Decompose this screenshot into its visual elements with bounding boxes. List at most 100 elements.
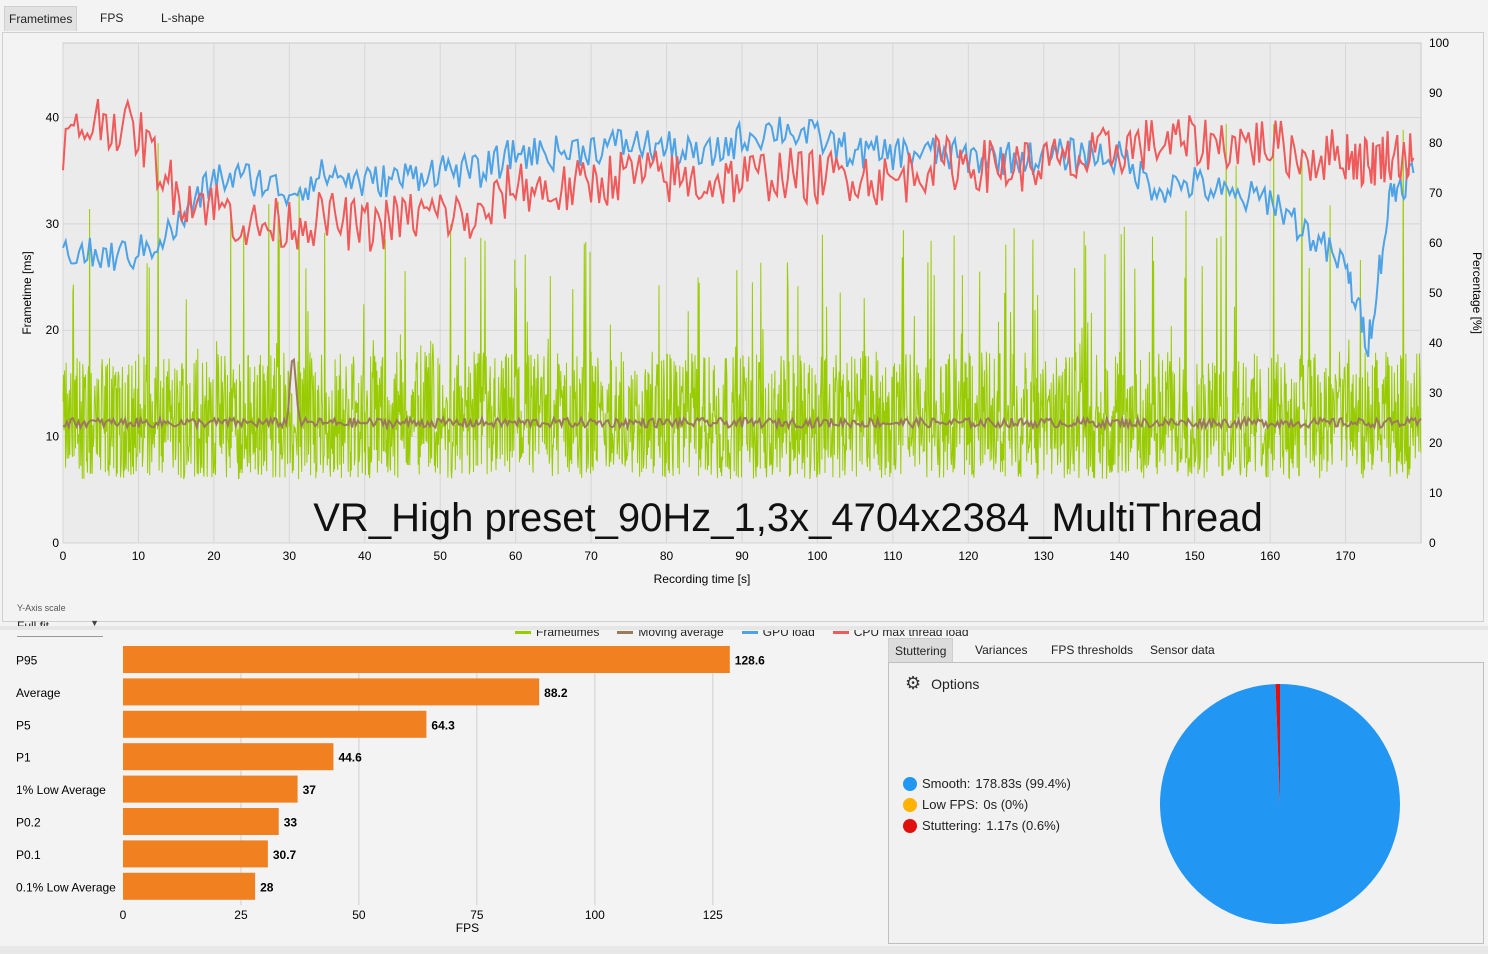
y2-tick-label: 60 <box>1429 236 1443 250</box>
y-tick-label: 30 <box>46 217 60 231</box>
x-tick-label: 140 <box>1109 549 1129 563</box>
x-tick-label: 40 <box>358 549 372 563</box>
bar-value-label: 64.3 <box>431 718 455 732</box>
bar-x-tick-label: 0 <box>120 908 127 922</box>
y2-axis-title: Percentage [%] <box>1470 252 1483 334</box>
bar-value-label: 88.2 <box>544 686 568 700</box>
stutter-stats: Smooth: 178.83s (99.4%) Low FPS: 0s (0%)… <box>903 773 1071 836</box>
bar-value-label: 44.6 <box>338 751 362 765</box>
bar-value-label: 37 <box>303 783 317 797</box>
stat-stuttering: Stuttering: 1.17s (0.6%) <box>903 815 1071 836</box>
y2-tick-label: 100 <box>1429 36 1449 50</box>
x-tick-label: 10 <box>132 549 146 563</box>
tab-sensor-data[interactable]: Sensor data <box>1150 643 1215 657</box>
stat-low-fps: Low FPS: 0s (0%) <box>903 794 1071 815</box>
x-tick-label: 170 <box>1336 549 1356 563</box>
options-button[interactable]: ⚙ Options <box>905 673 979 694</box>
stuttering-panel: ⚙ Options Smooth: 178.83s (99.4%) Low FP… <box>888 662 1484 944</box>
bar <box>123 646 730 673</box>
panel-divider <box>0 626 1488 630</box>
y2-tick-label: 20 <box>1429 436 1443 450</box>
x-tick-label: 110 <box>883 549 902 563</box>
options-label: Options <box>931 675 980 692</box>
bar-category-label: P95 <box>16 654 38 668</box>
fps-metrics-bar-chart: 0 25 50 75 100 125 FPS P95 128.6 Average 88.2 P5 64.… <box>16 646 765 935</box>
bar-x-tick-label: 75 <box>470 908 484 922</box>
x-tick-label: 130 <box>1034 549 1054 563</box>
top-tab-bar: Frametimes FPS L-shape <box>0 0 1488 32</box>
bar <box>123 775 298 803</box>
smooth-dot-icon <box>903 776 917 791</box>
bar <box>123 840 268 868</box>
bar-x-tick-label: 50 <box>352 908 366 922</box>
y2-tick-label: 90 <box>1429 86 1443 100</box>
x-tick-label: 50 <box>434 549 448 563</box>
stuttering-dot-icon <box>903 818 917 833</box>
chevron-down-icon: ▼ <box>90 618 99 628</box>
bar-x-tick-label: 25 <box>234 908 248 922</box>
bar-x-axis-title: FPS <box>456 921 479 935</box>
legend-swatch-frametimes <box>515 630 531 634</box>
x-axis-title: Recording time [s] <box>654 572 751 586</box>
bottom-strip <box>0 946 1488 954</box>
bar <box>123 678 540 706</box>
stat-value: 1.17s (0.6%) <box>986 818 1060 833</box>
series-moving-average <box>62 357 1422 432</box>
bar-value-label: 128.6 <box>735 654 765 668</box>
series-cpu-max-thread-load <box>62 97 1415 252</box>
tab-fps-thresholds[interactable]: FPS thresholds <box>1051 643 1134 657</box>
bar-category-label: 1% Low Average <box>16 783 106 797</box>
frametime-chart-panel: 0 10 20 30 40 50 60 70 80 90 100 110 120 130 140 150 160… <box>2 32 1484 639</box>
bar-category-label: 0.1% Low Average <box>16 880 116 894</box>
bar-value-label: 30.7 <box>273 848 297 862</box>
x-tick-label: 70 <box>584 549 598 563</box>
y2-tick-label: 40 <box>1429 336 1443 350</box>
bar <box>123 743 334 771</box>
chart-title: VR_High preset_90Hz_1,3x_4704x2384_Multi… <box>313 496 1263 540</box>
bar <box>123 808 279 835</box>
y-tick-label: 40 <box>46 110 60 124</box>
bar-category-label: P1 <box>16 751 31 765</box>
x-tick-label: 150 <box>1185 549 1205 563</box>
bar-value-label: 33 <box>284 816 298 830</box>
tab-l-shape[interactable]: L-shape <box>161 11 205 25</box>
bar-category-label: P0.1 <box>16 848 41 862</box>
bar <box>123 872 256 900</box>
stuttering-pie-chart <box>1160 684 1400 924</box>
stat-smooth: Smooth: 178.83s (99.4%) <box>903 773 1071 794</box>
x-tick-label: 120 <box>958 549 978 563</box>
y2-tick-label: 10 <box>1429 486 1443 500</box>
x-tick-label: 30 <box>283 549 297 563</box>
y-axis-scale-caption: Y-Axis scale <box>17 603 66 613</box>
bar-category-label: Average <box>16 686 61 700</box>
tab-fps[interactable]: FPS <box>100 11 124 25</box>
tab-frametimes[interactable]: Frametimes <box>4 6 78 31</box>
pie-slice-stuttering <box>1275 684 1280 804</box>
x-tick-label: 160 <box>1260 549 1280 563</box>
y-tick-label: 0 <box>52 536 59 550</box>
series-gpu-load <box>62 116 1415 358</box>
y2-tick-label: 30 <box>1429 386 1443 400</box>
bar-x-tick-label: 125 <box>703 908 723 922</box>
y-tick-label: 20 <box>46 323 60 337</box>
stat-label: Smooth: <box>922 776 971 791</box>
y2-tick-label: 70 <box>1429 186 1443 200</box>
frametime-chart: 0 10 20 30 40 50 60 70 80 90 100 110 120 130 140 150 160… <box>20 36 1483 586</box>
x-tick-label: 90 <box>735 549 749 563</box>
y2-tick-label: 0 <box>1429 536 1436 550</box>
y2-tick-label: 80 <box>1429 136 1443 150</box>
bar-value-label: 28 <box>260 880 274 894</box>
x-tick-label: 60 <box>509 549 523 563</box>
legend-swatch-gpu-load <box>741 630 758 634</box>
tab-stuttering[interactable]: Stuttering <box>888 638 954 663</box>
series-frametimes <box>62 123 1422 480</box>
y-tick-label: 10 <box>46 430 60 444</box>
analysis-tab-bar: Stuttering Variances FPS thresholds Sens… <box>888 638 1484 663</box>
tab-variances[interactable]: Variances <box>975 643 1028 657</box>
legend-swatch-moving-average <box>617 630 634 634</box>
x-tick-label: 0 <box>60 549 67 563</box>
gear-icon: ⚙ <box>905 673 922 693</box>
y2-tick-label: 50 <box>1429 286 1443 300</box>
bar-category-label: P0.2 <box>16 816 41 830</box>
bar <box>123 710 427 738</box>
